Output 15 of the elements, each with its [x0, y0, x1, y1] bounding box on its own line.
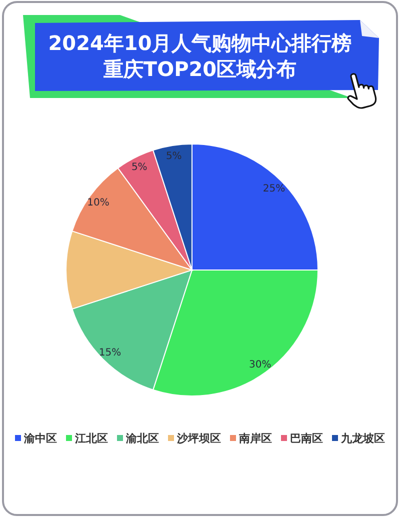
- legend-label: 沙坪坝区: [176, 432, 221, 445]
- chart-title: 2024年10月人气购物中心排行榜: [48, 31, 352, 55]
- data-label: 15%: [98, 347, 122, 358]
- legend-label: 九龙坡区: [340, 432, 385, 445]
- chart-subtitle: 重庆TOP20区域分布: [102, 57, 297, 81]
- data-label: 30%: [249, 359, 272, 370]
- data-label: 10%: [87, 197, 110, 208]
- data-label: 5%: [166, 151, 182, 162]
- legend-label: 渝中区: [23, 432, 57, 445]
- legend-label: 渝北区: [125, 432, 159, 445]
- data-label: 5%: [131, 162, 148, 174]
- legend-label: 南岸区: [238, 432, 272, 445]
- legend-label: 巴南区: [290, 432, 323, 445]
- legend-label: 江北区: [74, 432, 108, 445]
- data-label: 25%: [262, 184, 286, 195]
